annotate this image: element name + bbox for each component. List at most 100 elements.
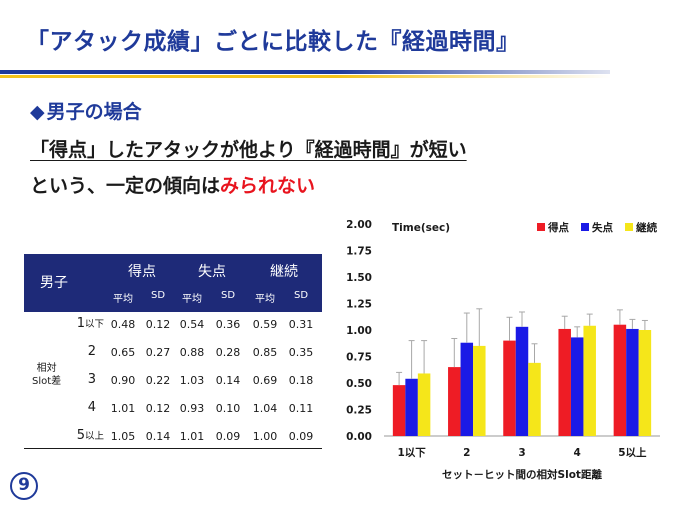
table-side-label: 相対 Slot差 — [32, 362, 61, 388]
y-tick-label: 2.00 — [346, 219, 372, 231]
y-tick-label: 1.50 — [346, 272, 372, 284]
bar — [503, 340, 516, 436]
x-tick-label: 5以上 — [618, 446, 647, 459]
header-mean-3: 平均 — [255, 294, 275, 305]
table-row-label: 2 — [54, 344, 96, 359]
bar — [448, 367, 461, 436]
row-label-suffix: 以上 — [84, 431, 104, 442]
x-tick-label: 1以下 — [397, 447, 426, 459]
title-underline-yellow — [0, 75, 610, 78]
bar — [473, 345, 486, 436]
table-cell: 0.69 — [252, 374, 278, 387]
legend-swatch — [537, 223, 545, 231]
y-tick-label: 0.25 — [346, 405, 372, 417]
page-number-badge: 9 — [10, 472, 38, 500]
table-cell: 0.35 — [288, 346, 314, 359]
header-mean-1: 平均 — [113, 294, 133, 305]
table-cell: 1.00 — [252, 430, 278, 443]
y-tick-label: 1.25 — [346, 299, 372, 311]
bar — [583, 325, 596, 436]
header-mean-2: 平均 — [182, 294, 202, 305]
row-label-number: 5 — [76, 428, 85, 443]
table-cell: 0.36 — [215, 318, 241, 331]
table-cell: 1.05 — [110, 430, 136, 443]
bar — [626, 328, 639, 436]
side-label-line-1: 相対 — [36, 363, 57, 374]
bar — [528, 362, 541, 436]
bar — [515, 326, 529, 436]
header-outcome-loss: 失点 — [198, 264, 226, 280]
bar — [570, 337, 584, 436]
y-tick-label: 0.50 — [346, 378, 372, 390]
table-cell: 0.59 — [252, 318, 278, 331]
row-label-number: 3 — [87, 372, 96, 387]
table-cell: 1.04 — [252, 402, 278, 415]
table-cell: 0.18 — [288, 374, 314, 387]
table-cell: 0.90 — [110, 374, 136, 387]
bar — [460, 342, 474, 436]
statement-highlight: みられない — [220, 175, 316, 197]
table-cell: 0.09 — [215, 430, 241, 443]
bar — [405, 378, 418, 436]
table-cell: 0.54 — [179, 318, 205, 331]
table-cell: 0.09 — [288, 430, 314, 443]
header-outcome-continue: 継続 — [270, 264, 298, 280]
table-cell: 0.27 — [145, 346, 171, 359]
row-label-number: 4 — [87, 400, 96, 415]
title-underline-blue — [0, 70, 610, 74]
stats-table: 男子 得点 失点 継続 平均 SD 平均 SD 平均 SD 相対 Slot差 1… — [24, 254, 322, 454]
table-cell: 0.12 — [145, 318, 171, 331]
table-row-label: 5以上 — [54, 428, 104, 443]
table-cell: 0.14 — [145, 430, 171, 443]
y-tick-label: 0.00 — [346, 431, 372, 443]
bar — [558, 328, 571, 436]
header-sd-1: SD — [150, 290, 166, 301]
table-cell: 0.14 — [215, 374, 241, 387]
y-tick-label: 1.00 — [346, 325, 372, 337]
table-cell: 1.03 — [179, 374, 205, 387]
section-title: 男子の場合 — [46, 101, 142, 123]
x-tick-label: 3 — [518, 447, 525, 459]
table-group-label: 男子 — [40, 275, 68, 291]
table-cell: 0.93 — [179, 402, 205, 415]
legend-swatch — [581, 223, 589, 231]
header-sd-3: SD — [293, 290, 309, 301]
diamond-bullet-icon: ◆ — [30, 101, 45, 123]
table-row-label: 1以下 — [54, 316, 104, 331]
bar — [392, 385, 406, 436]
bar — [417, 373, 431, 436]
legend-label: 継続 — [636, 221, 657, 234]
bar — [638, 330, 652, 436]
legend-swatch — [625, 223, 633, 231]
x-tick-label: 4 — [574, 447, 581, 459]
y-tick-label: 1.75 — [346, 246, 372, 258]
row-label-number: 2 — [87, 344, 96, 359]
table-cell: 0.28 — [215, 346, 241, 359]
table-cell: 1.01 — [179, 430, 205, 443]
statement-line-2-prefix: という、一定の傾向は — [30, 175, 221, 197]
slide-title: 「アタック成績」ごとに比較した『経過時間』 — [26, 29, 520, 55]
table-cell: 0.22 — [145, 374, 171, 387]
side-label-line-2: Slot差 — [32, 376, 62, 387]
statement-line-1: 「得点」したアタックが他より『経過時間』が短い — [30, 139, 467, 161]
table-cell: 0.11 — [288, 402, 314, 415]
row-label-number: 1 — [76, 316, 85, 331]
table-row-label: 3 — [54, 372, 96, 387]
legend-label: 得点 — [547, 221, 569, 234]
x-axis-label: セット－ヒット間の相対Slot距離 — [442, 468, 602, 481]
table-row-label: 4 — [54, 400, 96, 415]
table-cell: 1.01 — [110, 402, 136, 415]
row-label-suffix: 以下 — [84, 319, 104, 330]
table-cell: 0.88 — [179, 346, 205, 359]
table-cell: 0.31 — [288, 318, 314, 331]
y-tick-label: 0.75 — [346, 352, 372, 364]
bar — [613, 324, 627, 436]
table-cell: 0.65 — [110, 346, 136, 359]
legend-label: 失点 — [592, 221, 613, 234]
header-sd-2: SD — [220, 290, 236, 301]
statement-line-2: という、一定の傾向はみられない — [30, 171, 315, 198]
table-header: 男子 得点 失点 継続 平均 SD 平均 SD 平均 SD — [24, 254, 322, 312]
header-outcome-score: 得点 — [128, 264, 156, 280]
table-cell: 0.48 — [110, 318, 136, 331]
